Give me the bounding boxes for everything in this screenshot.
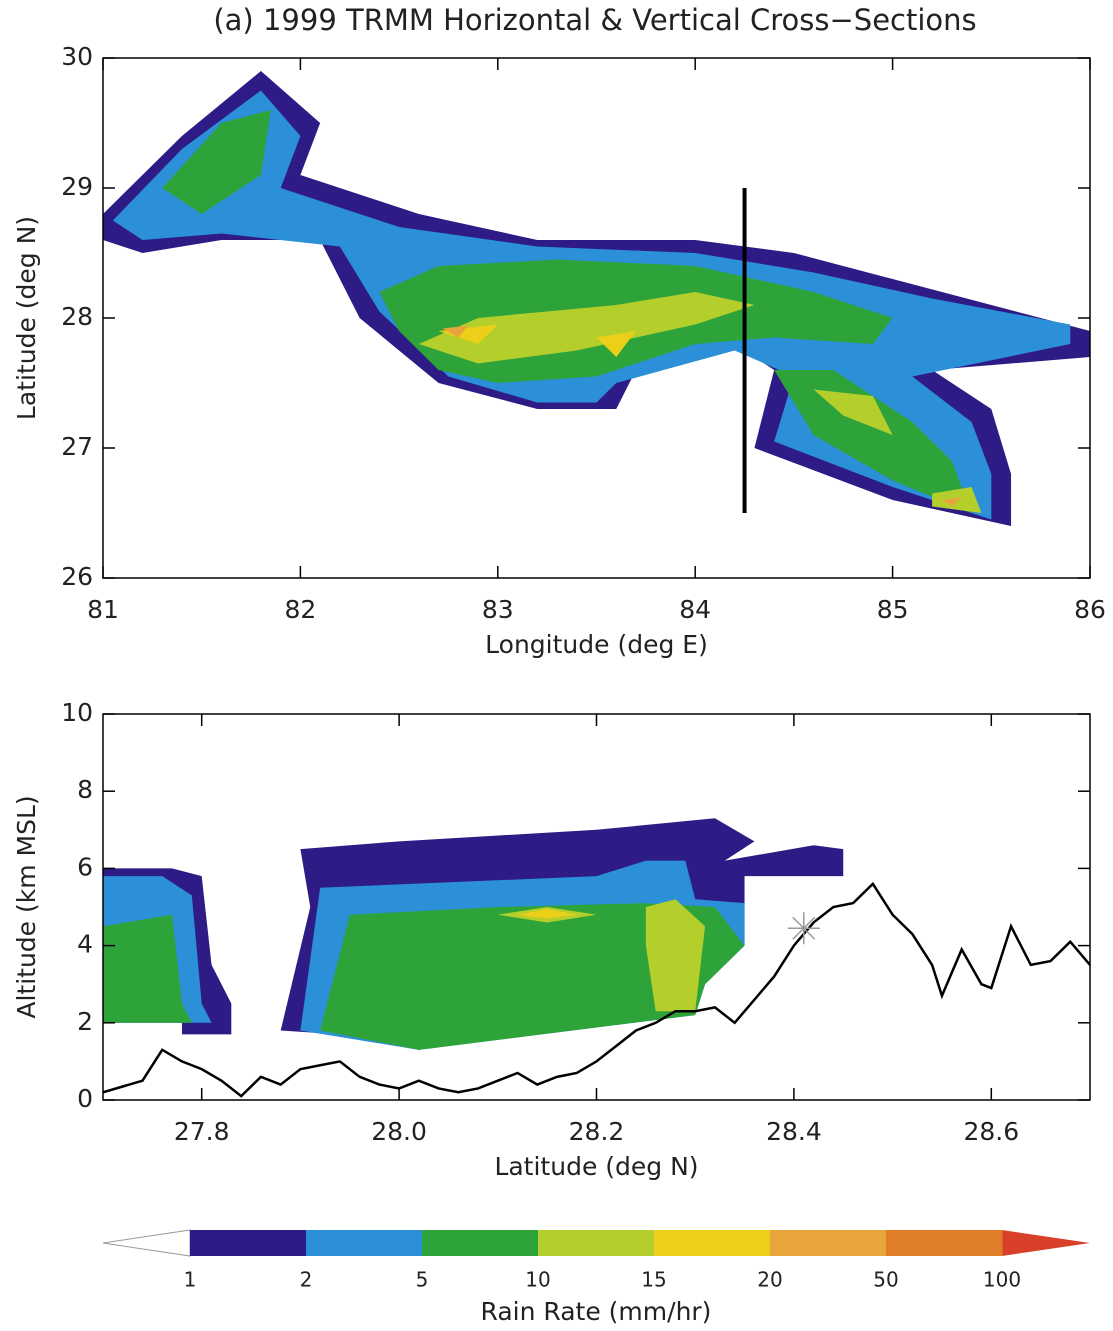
y-tick-label: 28 [61, 302, 93, 331]
y-tick-label: 4 [77, 930, 93, 959]
colorbar-tick-label: 2 [300, 1268, 313, 1292]
colorbar-tick-label: 1 [184, 1268, 197, 1292]
x-tick-label: 27.8 [174, 1117, 230, 1146]
y-tick-label: 27 [61, 432, 93, 461]
x-tick-label: 28.6 [963, 1117, 1019, 1146]
y-tick-label: 0 [77, 1084, 93, 1113]
colorbar-segment [538, 1230, 655, 1256]
x-tick-label: 84 [679, 595, 711, 624]
colorbar-over [1002, 1230, 1090, 1256]
y-tick-label: 26 [61, 562, 93, 591]
rain-area [103, 914, 192, 1023]
rain-area [596, 331, 636, 357]
y-tick-label: 6 [77, 852, 93, 881]
rain-area [442, 325, 469, 338]
colorbar-segment [886, 1230, 1003, 1256]
colorbar-segment [422, 1230, 539, 1256]
rain-area [438, 324, 498, 344]
x-tick-label: 81 [87, 595, 119, 624]
colorbar-segment [306, 1230, 423, 1256]
colorbar-tick-label: 50 [873, 1268, 898, 1292]
colorbar-tick-label: 5 [416, 1268, 429, 1292]
y-tick-label: 2 [77, 1007, 93, 1036]
y-axis-label: Altitude (km MSL) [12, 795, 41, 1018]
rain-area [941, 497, 962, 507]
x-tick-label: 82 [284, 595, 316, 624]
x-tick-label: 28.2 [569, 1117, 625, 1146]
rain-area [162, 110, 271, 214]
colorbar-label: Rain Rate (mm/hr) [481, 1297, 712, 1326]
colorbar-under [102, 1229, 191, 1257]
figure-title: (a) 1999 TRMM Horizontal & Vertical Cros… [213, 3, 976, 37]
y-axis-label: Latitude (deg N) [12, 216, 41, 420]
rain-area [813, 389, 893, 435]
terrain-line [102, 881, 1091, 1098]
rain-area [418, 292, 755, 364]
marker [787, 912, 820, 945]
y-tick-label: 8 [77, 775, 93, 804]
y-tick-label: 29 [61, 172, 93, 201]
colorbar-segment [654, 1230, 771, 1256]
colorbar-tick-label: 15 [641, 1268, 666, 1292]
y-tick-label: 10 [61, 698, 93, 727]
x-tick-label: 28.0 [371, 1117, 427, 1146]
colorbar-segment [190, 1230, 307, 1256]
x-axis-label: Latitude (deg N) [494, 1152, 698, 1181]
rain-area [517, 908, 577, 919]
colorbar-segment [770, 1230, 887, 1256]
x-tick-label: 86 [1074, 595, 1106, 624]
rain-area [320, 903, 745, 1050]
x-axis-label: Longitude (deg E) [485, 630, 708, 659]
colorbar-tick-label: 10 [525, 1268, 550, 1292]
x-tick-label: 83 [482, 595, 514, 624]
colorbar-tick-label: 20 [757, 1268, 782, 1292]
x-tick-label: 28.4 [766, 1117, 822, 1146]
y-tick-label: 30 [61, 42, 93, 71]
x-tick-label: 85 [877, 595, 909, 624]
marker-stroke [792, 916, 816, 940]
colorbar-tick-label: 100 [983, 1268, 1021, 1292]
rain-area [645, 899, 706, 1012]
rain-area [774, 370, 972, 513]
